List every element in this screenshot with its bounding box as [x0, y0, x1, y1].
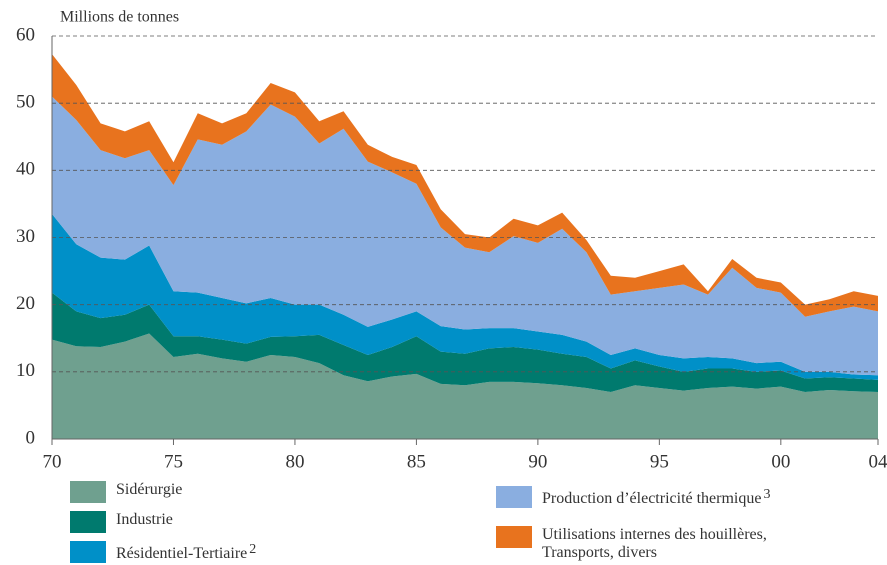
- y-tick-label: 40: [16, 159, 35, 180]
- legend-item: Sidérurgie: [70, 481, 182, 503]
- legend-swatch: [496, 486, 532, 508]
- y-tick-label: 0: [26, 427, 36, 448]
- x-tick-label: 90: [528, 451, 547, 472]
- legend-item: Résidentiel-Tertiaire 2: [70, 541, 256, 563]
- x-tick-label: 85: [407, 451, 426, 472]
- area: [52, 333, 878, 439]
- footnote-mark: 2: [249, 542, 257, 557]
- area: [52, 213, 878, 380]
- legend-item: Industrie: [70, 511, 173, 533]
- x-tick-label: 00: [771, 451, 790, 472]
- legend-item: Production d’électricité thermique 3: [496, 486, 770, 508]
- legend-label: Utilisations internes des houillères, Tr…: [542, 526, 767, 561]
- legend-swatch: [70, 541, 106, 563]
- y-tick-label: 20: [16, 293, 35, 314]
- x-tick-label: 80: [285, 451, 304, 472]
- x-tick-label: 70: [43, 451, 62, 472]
- y-tick-label: 50: [16, 92, 35, 113]
- x-tick-label: 75: [164, 451, 183, 472]
- y-tick-label: 60: [16, 24, 35, 45]
- legend-label: Production d’électricité thermique: [542, 490, 762, 507]
- footnote-mark: 3: [763, 487, 771, 502]
- legend-swatch: [496, 526, 532, 548]
- y-tick-label: 30: [16, 226, 35, 247]
- legend-label: Industrie: [116, 511, 173, 528]
- legend-swatch: [70, 511, 106, 533]
- x-tick-label: 04: [869, 451, 887, 472]
- legend-item: Utilisations internes des houillères, Tr…: [496, 526, 842, 562]
- legend-label: Sidérurgie: [116, 481, 183, 498]
- legend-text: Résidentiel-Tertiaire 2: [116, 541, 256, 563]
- area: [52, 96, 878, 376]
- y-tick-label: 10: [16, 360, 35, 381]
- legend-text: Utilisations internes des houillères, Tr…: [542, 526, 842, 562]
- legend-text: Sidérurgie: [116, 481, 182, 499]
- x-tick-label: 95: [650, 451, 669, 472]
- legend-swatch: [70, 481, 106, 503]
- y-axis-label: Millions de tonnes: [60, 9, 179, 26]
- legend-text: Production d’électricité thermique 3: [542, 486, 770, 508]
- legend-text: Industrie: [116, 511, 173, 529]
- legend-label: Résidentiel-Tertiaire: [116, 545, 248, 562]
